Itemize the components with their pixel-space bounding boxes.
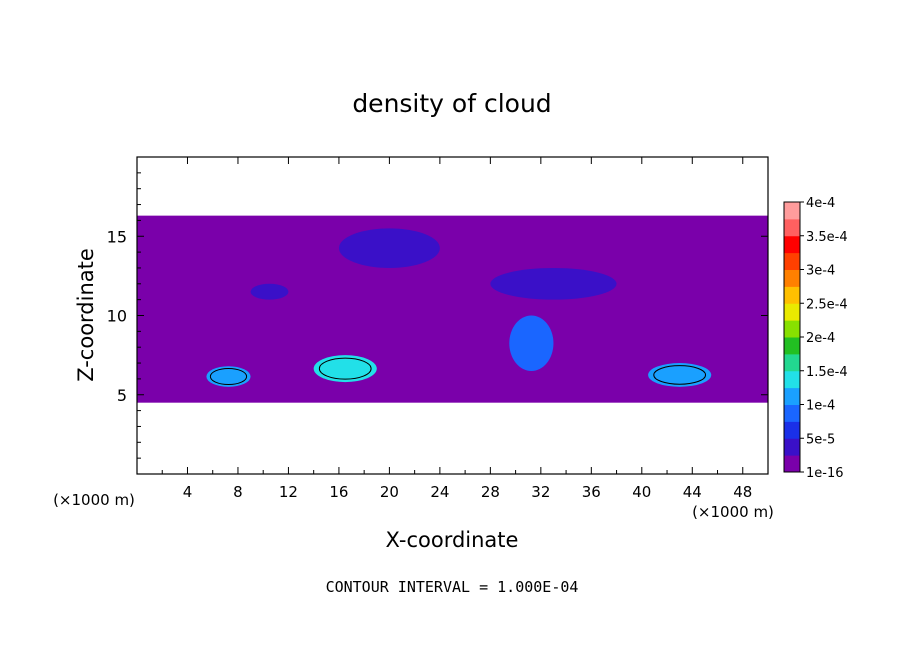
region-upper-layer-cloud-cells-2 bbox=[338, 228, 440, 268]
colorbar-label: 3.5e-4 bbox=[806, 230, 848, 245]
cloud-density-field bbox=[137, 215, 768, 403]
region-cumulus-core-5 bbox=[206, 366, 251, 387]
colorbar-swatch bbox=[784, 235, 800, 254]
colorbar-label: 1e-4 bbox=[806, 399, 835, 414]
x-tick-label-44: 44 bbox=[683, 483, 702, 501]
x-tick-label-4: 4 bbox=[183, 483, 193, 501]
x-tick-label-16: 16 bbox=[329, 483, 348, 501]
colorbar-swatch bbox=[784, 269, 800, 287]
colorbar-label: 5e-5 bbox=[806, 432, 835, 447]
colorbar-swatch bbox=[784, 353, 800, 372]
region-cumulus-core-7 bbox=[509, 315, 554, 371]
x-tick-label-48: 48 bbox=[733, 483, 752, 501]
y-tick-label-15: 15 bbox=[107, 227, 127, 246]
x-axis-label: X-coordinate bbox=[386, 528, 519, 552]
region-upper-layer-cloud-cells-1 bbox=[250, 283, 289, 300]
x-tick-label-32: 32 bbox=[531, 483, 550, 501]
colorbar-swatch bbox=[784, 387, 800, 405]
region-upper-layer-cloud-cells-3 bbox=[490, 267, 617, 300]
y-tick-label-10: 10 bbox=[107, 307, 127, 326]
contour-line-5 bbox=[209, 367, 248, 386]
colorbar-swatch bbox=[784, 202, 800, 220]
contour-line-6 bbox=[318, 357, 372, 380]
colorbar-swatch bbox=[784, 218, 800, 237]
contour-line-8 bbox=[653, 365, 707, 385]
x-tick-label-28: 28 bbox=[481, 483, 500, 501]
colorbar-swatch bbox=[784, 370, 800, 389]
colorbar-swatch bbox=[784, 303, 800, 321]
y-axis-ticks: 5 10 15 bbox=[107, 172, 768, 459]
y-axis-label: Z-coordinate bbox=[74, 248, 98, 382]
chart-title: density of cloud bbox=[352, 89, 551, 118]
x-tick-label-20: 20 bbox=[380, 483, 399, 501]
colorbar-label: 1e-16 bbox=[806, 466, 844, 481]
colorbar-swatch bbox=[784, 252, 800, 270]
x-tick-label-8: 8 bbox=[233, 483, 243, 501]
x-tick-label-12: 12 bbox=[279, 483, 298, 501]
x-axis-ticks: 4 8 12 16 20 24 28 32 36 40 44 48 bbox=[161, 157, 752, 501]
x-tick-label-36: 36 bbox=[582, 483, 601, 501]
colorbar: 1e-16 5e-5 1e-4 1.5e-4 2e-4 2.5e-4 3e-4 3.5e-4 4… bbox=[783, 196, 848, 481]
x-unit-right: (×1000 m) bbox=[692, 503, 774, 521]
x-unit-left: (×1000 m) bbox=[53, 491, 135, 509]
y-tick-label-5: 5 bbox=[117, 386, 127, 405]
colorbar-label: 3e-4 bbox=[806, 264, 835, 279]
colorbar-swatch bbox=[784, 404, 800, 422]
region-cumulus-core-6 bbox=[313, 355, 377, 383]
colorbar-swatch bbox=[784, 337, 800, 355]
x-tick-label-40: 40 bbox=[632, 483, 651, 501]
colorbar-swatch bbox=[784, 320, 800, 338]
colorbar-swatch bbox=[784, 421, 800, 439]
colorbar-swatch bbox=[784, 455, 800, 473]
region-cumulus-core-8 bbox=[648, 363, 712, 387]
contour-interval-note: CONTOUR INTERVAL = 1.000E-04 bbox=[326, 578, 579, 596]
colorbar-label: 2e-4 bbox=[806, 331, 835, 346]
colorbar-swatch bbox=[784, 438, 800, 456]
colorbar-label: 2.5e-4 bbox=[806, 297, 848, 312]
colorbar-label: 4e-4 bbox=[806, 196, 835, 211]
region-upper-layer-cloud-cells-4 bbox=[692, 228, 743, 253]
x-tick-label-24: 24 bbox=[430, 483, 449, 501]
colorbar-swatch bbox=[784, 286, 800, 304]
colorbar-label: 1.5e-4 bbox=[806, 365, 848, 380]
